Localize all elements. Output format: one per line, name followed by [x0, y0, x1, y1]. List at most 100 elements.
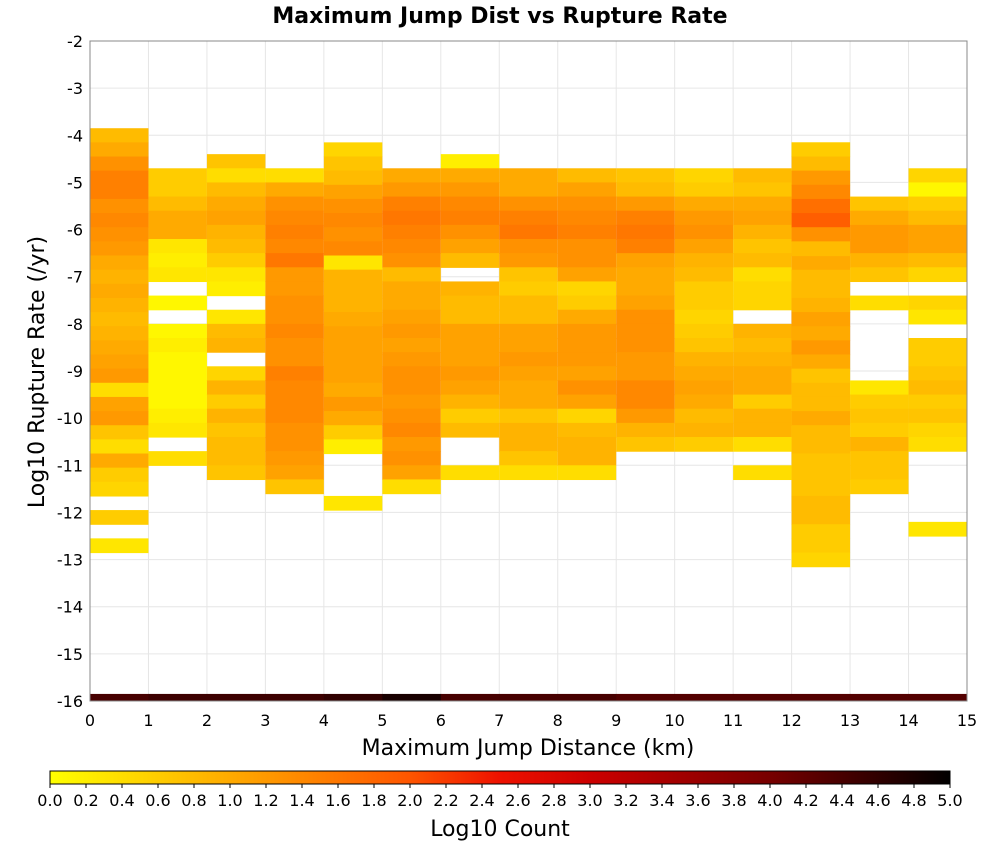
heatmap-cell — [382, 338, 441, 353]
colorbar-tick-label: 2.2 — [433, 791, 458, 810]
heatmap-cell — [674, 168, 734, 184]
heatmap-cell — [323, 326, 383, 341]
y-tick-label: -6 — [67, 221, 83, 240]
heatmap-cell — [90, 382, 149, 398]
heatmap-cell — [148, 239, 207, 254]
heatmap-cell — [850, 380, 909, 396]
heatmap-cell — [908, 267, 967, 283]
heatmap-cell — [733, 352, 792, 367]
heatmap-cell — [674, 196, 734, 212]
heatmap-cell — [206, 154, 266, 169]
heatmap-cell — [557, 239, 617, 254]
heatmap-cell — [674, 239, 734, 254]
heatmap-bottom-cell — [557, 693, 617, 701]
heatmap-cell — [90, 481, 149, 497]
heatmap-cell — [440, 239, 500, 254]
heatmap-cell — [616, 196, 675, 212]
heatmap-cell — [323, 297, 383, 313]
heatmap-cell — [499, 224, 558, 240]
heatmap-cell — [908, 422, 967, 438]
y-tick-label: -8 — [67, 315, 83, 334]
x-tick-label: 15 — [957, 711, 977, 730]
heatmap-cell — [206, 465, 266, 481]
heatmap-cell — [791, 142, 851, 158]
heatmap-bottom-cell — [674, 693, 734, 701]
heatmap-cell — [265, 451, 324, 466]
heatmap-cell — [557, 352, 617, 367]
heatmap-cell — [557, 422, 617, 438]
heatmap-cell — [557, 338, 617, 353]
heatmap-cell — [908, 521, 967, 537]
heatmap-cell — [850, 465, 909, 481]
heatmap-cell — [265, 352, 324, 367]
heatmap-cell — [850, 210, 909, 226]
heatmap-cell — [557, 451, 617, 466]
heatmap-cell — [616, 380, 675, 396]
heatmap-cell — [148, 338, 207, 353]
heatmap-cell — [908, 168, 967, 184]
heatmap-cell — [791, 156, 851, 172]
heatmap-cell — [499, 253, 558, 268]
heatmap-cell — [791, 524, 851, 539]
heatmap-cell — [323, 354, 383, 370]
heatmap-cell — [323, 170, 383, 186]
heatmap-cell — [382, 408, 441, 424]
heatmap-cell — [265, 366, 324, 382]
heatmap-cell — [499, 295, 558, 311]
heatmap-cell — [440, 154, 500, 169]
heatmap-cell — [440, 196, 500, 212]
heatmap-cell — [557, 267, 617, 283]
heatmap-cell — [674, 309, 734, 325]
heatmap-cell — [323, 411, 383, 426]
colorbar-tick-label: 0.2 — [73, 791, 98, 810]
heatmap-cell — [440, 394, 500, 410]
heatmap-cell — [908, 210, 967, 226]
colorbar-tick-label: 4.4 — [829, 791, 854, 810]
heatmap-cell — [791, 354, 851, 370]
heatmap-cell — [791, 396, 851, 412]
heatmap-cell — [323, 382, 383, 398]
heatmap-cell — [791, 227, 851, 242]
x-tick-label: 9 — [611, 711, 621, 730]
heatmap-cell — [791, 382, 851, 398]
heatmap-cell — [733, 408, 792, 424]
heatmap-cell — [908, 338, 967, 353]
heatmap-cell — [206, 437, 266, 452]
heatmap-cell — [265, 479, 324, 495]
heatmap-cell — [850, 437, 909, 452]
heatmap-cell — [265, 224, 324, 240]
heatmap-cell — [90, 340, 149, 356]
heatmap-cell — [90, 227, 149, 242]
heatmap-cell — [499, 465, 558, 481]
heatmap-cell — [557, 196, 617, 212]
heatmap-cell — [323, 255, 383, 271]
heatmap-cell — [791, 481, 851, 497]
colorbar-label: Log10 Count — [430, 817, 570, 842]
heatmap-cell — [674, 380, 734, 396]
heatmap-bottom-cell — [733, 693, 792, 701]
heatmap-cell — [206, 239, 266, 254]
heatmap-cell — [265, 210, 324, 226]
colorbar — [49, 770, 951, 785]
heatmap-cell — [850, 451, 909, 466]
heatmap-cell — [382, 281, 441, 297]
heatmap-cell — [90, 170, 149, 186]
heatmap-bottom-cell — [206, 693, 266, 701]
x-tick-label: 10 — [664, 711, 684, 730]
heatmap-cell — [557, 323, 617, 339]
heatmap-cell — [791, 241, 851, 257]
heatmap-cell — [440, 465, 500, 481]
heatmap-cell — [206, 451, 266, 466]
heatmap-cell — [382, 196, 441, 212]
y-tick-label: -3 — [67, 79, 83, 98]
heatmap-cell — [499, 352, 558, 367]
x-tick-label: 8 — [553, 711, 563, 730]
x-tick-label: 3 — [260, 711, 270, 730]
heatmap-cell — [382, 295, 441, 311]
x-tick-label: 13 — [840, 711, 860, 730]
heatmap-cell — [499, 182, 558, 198]
heatmap-cell — [674, 182, 734, 198]
heatmap-cell — [90, 312, 149, 327]
colorbar-tick-label: 0.4 — [109, 791, 134, 810]
heatmap-cell — [616, 366, 675, 382]
